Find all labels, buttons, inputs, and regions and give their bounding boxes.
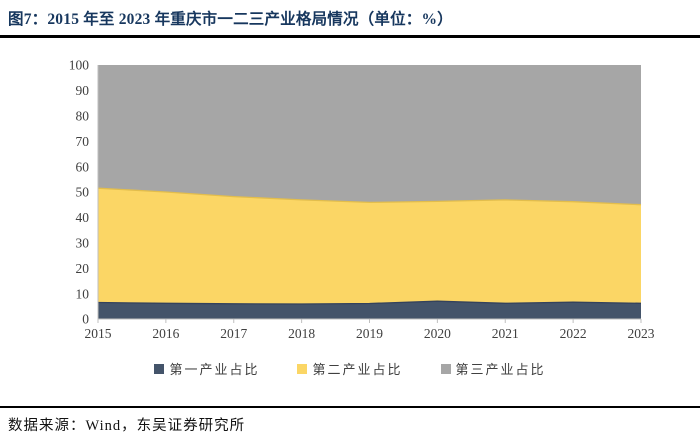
legend-label: 第三产业占比 <box>455 362 546 377</box>
svg-text:2021: 2021 <box>492 326 519 341</box>
svg-text:2018: 2018 <box>288 326 315 341</box>
svg-text:90: 90 <box>76 83 90 98</box>
svg-text:0: 0 <box>82 312 89 327</box>
svg-text:2016: 2016 <box>152 326 179 341</box>
svg-text:60: 60 <box>76 159 90 174</box>
legend-item-primary-industry: 第一产业占比 <box>154 359 259 378</box>
legend-item-tertiary-industry: 第三产业占比 <box>440 359 546 378</box>
stacked-area-chart: 0 10 20 30 40 50 60 70 80 90 100 2015 2016 2017 2018 20… <box>69 58 655 341</box>
footer-divider <box>0 406 700 408</box>
svg-text:100: 100 <box>69 58 90 73</box>
svg-text:10: 10 <box>76 286 90 301</box>
svg-text:2020: 2020 <box>424 326 451 341</box>
chart-legend: 第一产业占比 第二产业占比 第三产业占比 <box>0 359 700 378</box>
svg-text:80: 80 <box>76 109 90 124</box>
legend-label: 第二产业占比 <box>312 362 403 377</box>
svg-text:2015: 2015 <box>85 326 112 341</box>
svg-text:30: 30 <box>76 236 90 251</box>
svg-text:70: 70 <box>76 134 90 149</box>
figure-title: 图7：2015 年至 2023 年重庆市一二三产业格局情况（单位：%） <box>8 11 453 28</box>
legend-swatch-secondary <box>297 363 308 374</box>
svg-text:2019: 2019 <box>356 326 383 341</box>
title-divider <box>0 35 700 38</box>
legend-label: 第一产业占比 <box>169 362 260 377</box>
svg-text:20: 20 <box>76 261 90 276</box>
svg-text:2017: 2017 <box>220 326 247 341</box>
svg-text:2023: 2023 <box>628 326 655 341</box>
legend-swatch-primary <box>154 363 165 374</box>
svg-text:50: 50 <box>76 185 90 200</box>
legend-item-secondary-industry: 第二产业占比 <box>297 359 402 378</box>
svg-text:40: 40 <box>76 210 90 225</box>
svg-text:2022: 2022 <box>560 326 587 341</box>
legend-swatch-tertiary <box>440 363 451 374</box>
data-source: 数据来源：Wind，东吴证券研究所 <box>8 418 246 434</box>
